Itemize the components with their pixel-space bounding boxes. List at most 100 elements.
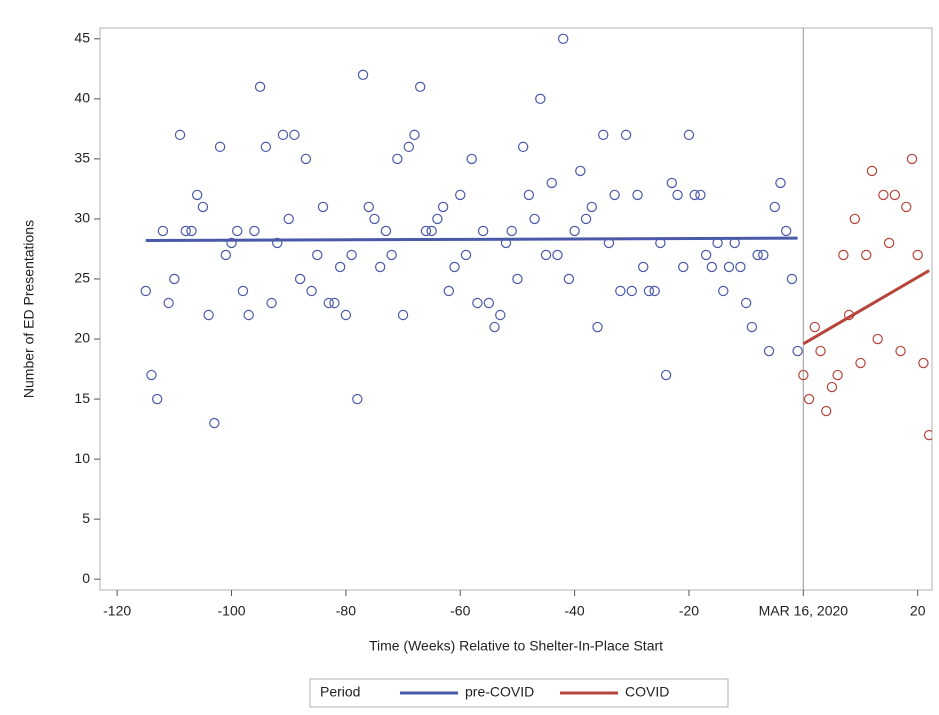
x-tick-label: -100 — [218, 603, 246, 619]
plot-frame — [99, 27, 933, 591]
data-point — [758, 249, 769, 261]
data-point — [552, 249, 563, 261]
x-tick-label: 20 — [910, 603, 926, 619]
y-tick-label: 5 — [82, 510, 90, 526]
data-point — [666, 177, 678, 189]
data-point — [918, 357, 929, 369]
data-point — [615, 285, 626, 297]
data-point — [775, 177, 786, 189]
data-point — [529, 213, 540, 225]
y-tick-label: 45 — [74, 30, 90, 46]
data-point — [432, 213, 443, 225]
legend-label: pre-COVID — [465, 684, 534, 700]
data-point — [174, 129, 186, 141]
legend-label: COVID — [625, 684, 669, 700]
data-point — [329, 297, 340, 309]
data-point — [232, 225, 243, 237]
data-point — [180, 225, 191, 237]
x-axis-label: Time (Weeks) Relative to Shelter-In-Plac… — [369, 638, 663, 654]
data-point — [752, 249, 763, 261]
data-point — [746, 321, 758, 333]
data-point — [260, 141, 272, 153]
data-point — [643, 285, 655, 297]
data-point — [277, 129, 289, 141]
data-point — [832, 369, 843, 381]
data-point — [237, 285, 249, 297]
data-point — [472, 297, 483, 309]
x-tick-label: -60 — [450, 603, 470, 619]
data-point — [517, 141, 529, 153]
data-point — [289, 129, 300, 141]
data-point — [323, 297, 334, 309]
data-point — [895, 345, 906, 357]
data-point — [443, 285, 455, 297]
data-point — [535, 93, 546, 105]
data-point — [392, 153, 403, 165]
data-point — [763, 345, 775, 357]
data-point — [512, 273, 523, 285]
data-point — [140, 285, 151, 297]
data-point — [455, 189, 466, 201]
data-point — [369, 213, 380, 225]
data-point — [575, 165, 586, 177]
data-point — [203, 309, 214, 321]
x-tick-label: -40 — [564, 603, 584, 619]
data-point — [689, 189, 700, 201]
y-tick-label: 15 — [74, 390, 90, 406]
data-point — [306, 285, 317, 297]
data-point — [678, 261, 689, 273]
data-point — [598, 129, 609, 141]
data-point — [403, 141, 414, 153]
data-point — [826, 381, 838, 393]
data-point — [786, 273, 798, 285]
data-point — [249, 225, 260, 237]
data-point — [546, 177, 557, 189]
data-point — [477, 225, 489, 237]
data-point — [220, 249, 232, 261]
data-point — [397, 309, 409, 321]
data-point — [649, 285, 660, 297]
y-tick-label: 0 — [82, 570, 90, 586]
y-tick-label: 20 — [74, 330, 90, 346]
data-point — [809, 321, 820, 333]
data-point — [346, 249, 357, 261]
data-point — [620, 129, 632, 141]
data-point — [466, 153, 477, 165]
data-point — [186, 225, 197, 237]
y-tick-label: 10 — [74, 450, 90, 466]
data-point — [266, 297, 277, 309]
data-point — [169, 273, 180, 285]
data-point — [740, 297, 752, 309]
data-point — [815, 345, 826, 357]
data-point — [906, 153, 918, 165]
data-point — [420, 225, 432, 237]
data-point — [506, 225, 517, 237]
data-point — [386, 249, 397, 261]
data-point — [849, 213, 861, 225]
data-point — [855, 357, 866, 369]
legend-title: Period — [320, 684, 360, 700]
data-point — [872, 333, 883, 345]
data-point — [883, 237, 895, 249]
data-point — [300, 153, 312, 165]
data-point — [283, 213, 294, 225]
data-point — [798, 369, 809, 381]
data-point — [878, 189, 889, 201]
data-point — [912, 249, 923, 261]
data-point — [151, 393, 163, 405]
data-point — [363, 201, 374, 213]
data-point — [626, 285, 637, 297]
data-point — [821, 405, 832, 417]
data-point — [540, 249, 552, 261]
data-point — [146, 369, 157, 381]
x-tick-label: -20 — [679, 603, 699, 619]
y-tick-label: 30 — [74, 210, 90, 226]
data-point — [683, 129, 695, 141]
data-point — [586, 201, 597, 213]
data-point — [889, 189, 901, 201]
data-point — [340, 309, 352, 321]
data-point — [214, 141, 226, 153]
data-point — [569, 225, 580, 237]
